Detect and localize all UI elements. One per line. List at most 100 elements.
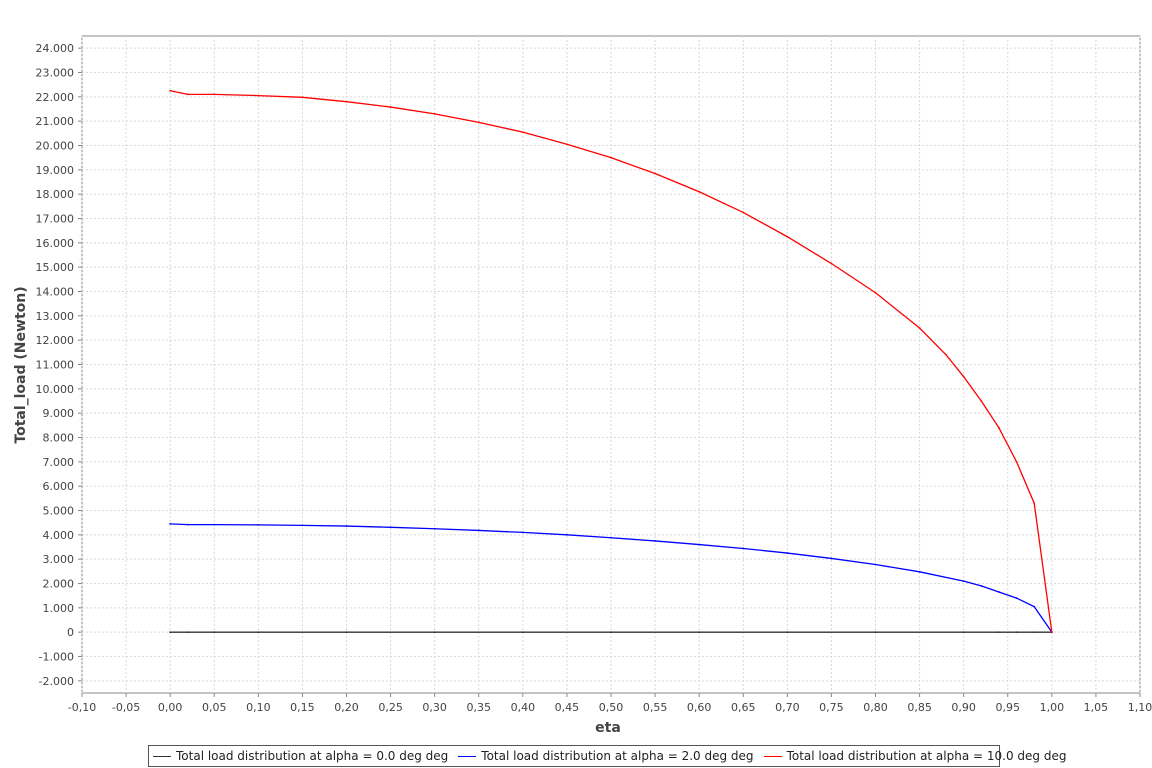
- data-point: [257, 631, 260, 634]
- y-tick-label: 14.000: [36, 286, 75, 299]
- data-point: [257, 523, 260, 526]
- x-tick-label: 0,10: [246, 701, 271, 714]
- x-tick-label: 0,65: [731, 701, 756, 714]
- data-point: [1033, 502, 1036, 505]
- data-point: [389, 106, 392, 108]
- data-point: [345, 100, 348, 103]
- x-tick-label: 0,50: [599, 701, 624, 714]
- y-tick-label: 22.000: [36, 91, 75, 104]
- data-point: [918, 327, 921, 329]
- y-tick-label: 4.000: [43, 529, 75, 542]
- legend-label: Total load distribution at alpha = 0.0 d…: [176, 749, 449, 763]
- data-point: [962, 580, 965, 582]
- legend: Total load distribution at alpha = 0.0 d…: [148, 745, 1066, 767]
- data-point: [698, 631, 701, 634]
- y-tick-label: 8.000: [43, 432, 75, 445]
- x-tick-label: 0,85: [907, 701, 932, 714]
- data-point: [980, 585, 983, 587]
- x-tick-label: 0,95: [996, 701, 1021, 714]
- data-point: [610, 536, 612, 539]
- y-tick-label: 10.000: [36, 383, 75, 396]
- data-point: [433, 112, 436, 115]
- legend-label: Total load distribution at alpha = 10.0 …: [786, 749, 1067, 763]
- y-tick-label: 11.000: [36, 359, 75, 372]
- x-tick-label: -0,05: [112, 701, 140, 714]
- y-tick-label: 6.000: [43, 480, 75, 493]
- y-tick-label: 1.000: [43, 602, 75, 615]
- y-tick-label: 20.000: [36, 140, 75, 153]
- x-axis-title: eta: [595, 720, 621, 736]
- y-tick-label: 13.000: [36, 310, 75, 323]
- chart: -0,10 -0,05 0,00 0,05 0,10 0,15 0,20 0,25 0,30 0,…: [13, 35, 1152, 736]
- data-point: [169, 631, 172, 634]
- x-tick-label: 0,60: [687, 701, 712, 714]
- legend-item-3: Total load distribution at alpha = 10.0 …: [763, 749, 1067, 763]
- series-layer: [169, 89, 1053, 634]
- data-point: [654, 172, 656, 175]
- y-tick-label: 15.000: [36, 261, 75, 274]
- data-point: [874, 631, 877, 634]
- data-point: [345, 631, 348, 634]
- data-point: [213, 523, 216, 526]
- y-tick-label: 12.000: [36, 334, 75, 347]
- y-tick-label: 17.000: [36, 213, 75, 226]
- data-point: [521, 531, 524, 534]
- data-point: [169, 89, 172, 92]
- x-tick-label: 0,80: [863, 701, 888, 714]
- data-point: [186, 523, 189, 526]
- y-tick-label: 16.000: [36, 237, 75, 250]
- legend-swatch: [153, 755, 171, 757]
- data-point: [830, 557, 833, 560]
- data-point: [945, 353, 947, 356]
- data-point: [874, 563, 877, 566]
- x-tick-label: 0,20: [334, 701, 359, 714]
- x-tick-label: 0,15: [290, 701, 315, 714]
- data-point: [874, 291, 877, 294]
- data-point: [1015, 460, 1018, 463]
- y-tick-label: 3.000: [43, 553, 75, 566]
- data-point: [998, 591, 1000, 593]
- data-point: [610, 631, 612, 634]
- x-tick-label: 1,00: [1040, 701, 1065, 714]
- data-point: [742, 211, 745, 214]
- legend-swatch: [458, 755, 477, 757]
- series-line-3: [170, 90, 1053, 633]
- data-point: [1015, 631, 1018, 634]
- x-tick-label: 0,00: [158, 701, 183, 714]
- data-point: [786, 631, 789, 634]
- data-point: [1050, 631, 1053, 634]
- data-point: [566, 533, 568, 536]
- data-point: [521, 131, 524, 134]
- data-point: [610, 156, 612, 159]
- data-point: [521, 631, 524, 634]
- y-tick-label: 18.000: [36, 188, 75, 201]
- data-point: [345, 525, 348, 527]
- data-point: [1015, 597, 1018, 599]
- y-tick-label: 7.000: [43, 456, 75, 469]
- data-point: [654, 540, 656, 542]
- x-tick-label: 0,90: [951, 701, 976, 714]
- x-tick-label: 0,70: [775, 701, 800, 714]
- data-point: [301, 96, 304, 99]
- data-point: [918, 570, 921, 573]
- x-tick-label: 1,10: [1128, 701, 1152, 714]
- x-tick-label: 0,75: [819, 701, 844, 714]
- data-point: [186, 631, 189, 634]
- grid-layer: [81, 36, 1141, 693]
- y-tick-label: 24.000: [36, 42, 75, 55]
- legend-item-2: Total load distribution at alpha = 2.0 d…: [458, 749, 754, 763]
- data-point: [998, 426, 1000, 429]
- y-tick-label: 23.000: [36, 67, 75, 80]
- x-tick-label: 0,45: [555, 701, 580, 714]
- data-point: [169, 522, 172, 525]
- data-point: [698, 543, 701, 546]
- y-tick-label: 21.000: [36, 115, 75, 128]
- x-tick-label: 0,55: [643, 701, 668, 714]
- data-point: [389, 526, 392, 529]
- data-point: [477, 529, 480, 532]
- y-tick-labels: -2.000 -1.000 0 1.000 2.000 3.000 4.000 5.000 6.…: [36, 42, 82, 688]
- data-point: [698, 190, 701, 193]
- data-point: [1033, 631, 1036, 634]
- data-point: [213, 631, 216, 634]
- y-tick-label: 0: [67, 626, 74, 639]
